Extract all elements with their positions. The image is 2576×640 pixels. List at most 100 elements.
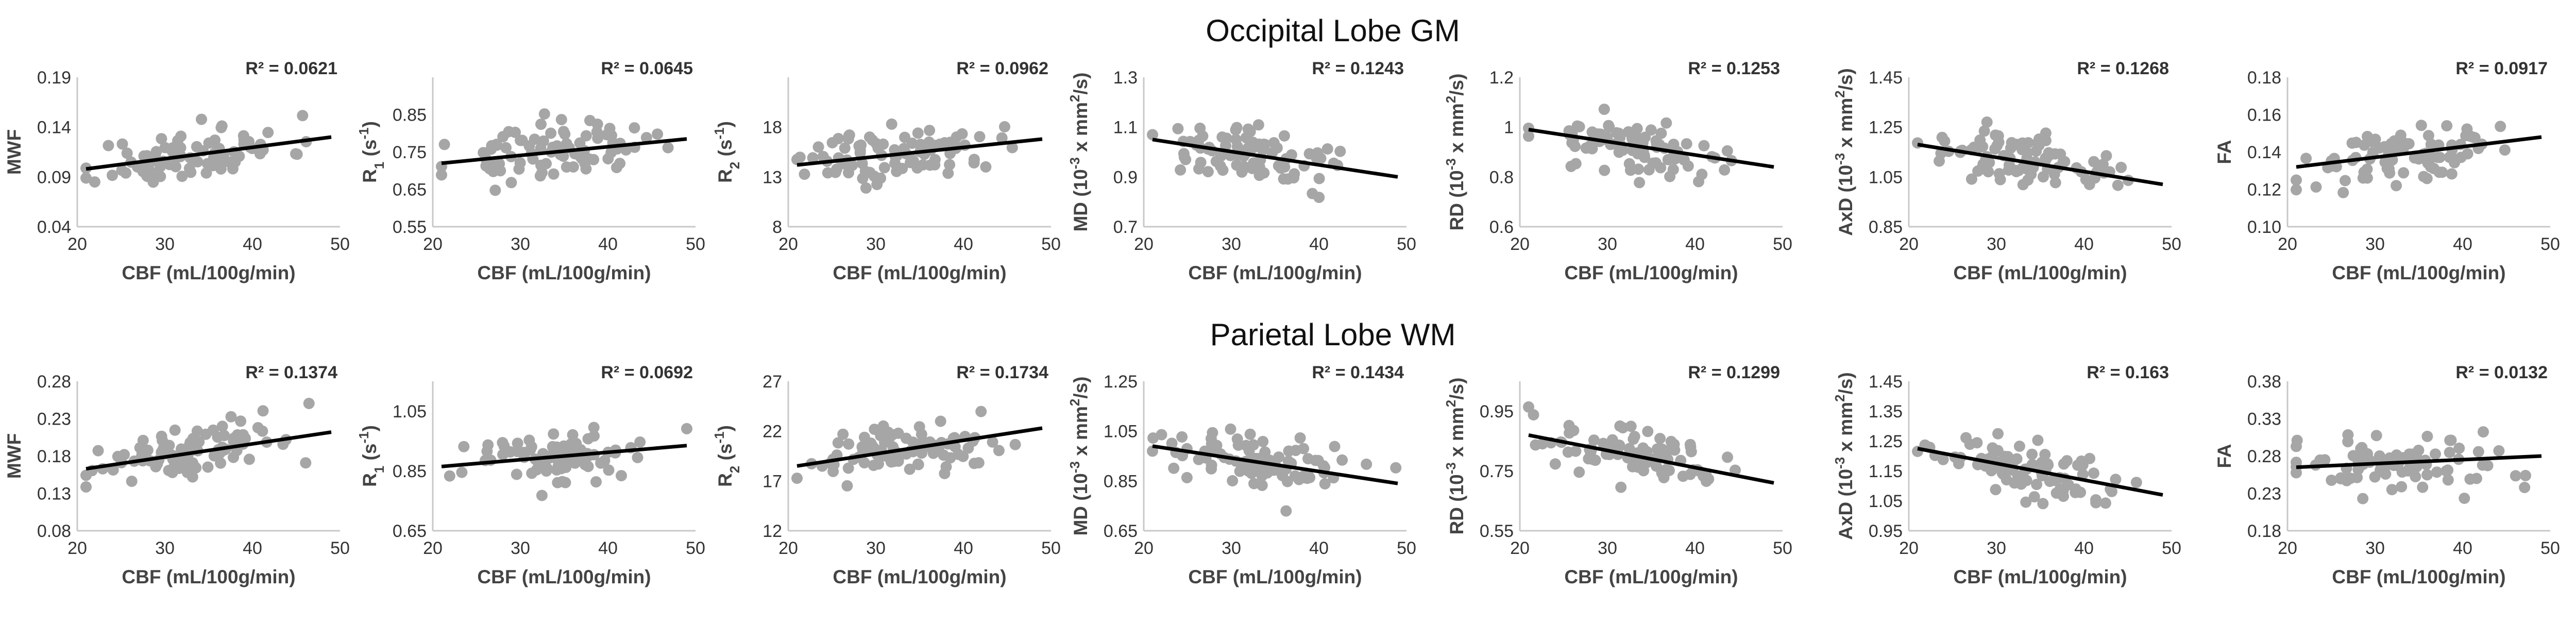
- scatter-chart-5: 20 30 40 50 0.85 1.05 1.25 1.45 CBF (mL/100g/min…: [1832, 59, 2181, 283]
- scatter-point: [535, 119, 547, 130]
- y-tick-label: 1: [1504, 118, 1514, 138]
- scatter-point: [137, 434, 149, 446]
- y-tick-label: 1.05: [1869, 167, 1903, 187]
- scatter-point: [2495, 121, 2506, 132]
- scatter-point: [1225, 423, 1236, 435]
- scatter-point: [2005, 142, 2016, 154]
- data-points: [80, 110, 312, 188]
- scatter-point: [2050, 487, 2062, 499]
- scatter-point: [1965, 173, 1977, 185]
- scatter-point: [640, 132, 652, 144]
- scatter-point: [2520, 469, 2531, 481]
- scatter-point: [1978, 125, 1990, 137]
- x-tick-label: 40: [2453, 234, 2472, 254]
- y-tick-label: 0.19: [37, 68, 71, 88]
- x-tick-label: 30: [1987, 538, 2006, 558]
- scatter-point: [2398, 167, 2410, 179]
- scatter-point: [1603, 120, 1615, 131]
- scatter-point: [927, 447, 939, 459]
- y-tick-label: 1.1: [1113, 118, 1138, 138]
- scatter-point: [1231, 122, 1243, 133]
- scatter-point: [1256, 470, 1268, 482]
- scatter-point: [588, 430, 600, 442]
- scatter-point: [842, 462, 854, 474]
- scatter-point: [1248, 461, 1260, 473]
- scatter-point: [1629, 431, 1640, 443]
- scatter-point: [604, 123, 616, 134]
- scatter-point: [1298, 443, 1310, 454]
- scatter-point: [929, 154, 941, 165]
- scatter-point: [1193, 134, 1205, 146]
- scatter-point: [166, 466, 178, 478]
- scatter-point: [1631, 123, 1643, 134]
- x-tick-label: 30: [511, 234, 530, 254]
- x-tick-label: 30: [866, 538, 886, 558]
- y-tick-label: 1.2: [1489, 68, 1514, 88]
- y-tick-label: 0.14: [2247, 143, 2281, 162]
- y-tick-label: 0.14: [37, 118, 71, 138]
- scatter-point: [2471, 473, 2482, 484]
- scatter-point: [1684, 468, 1696, 480]
- y-tick-label: 0.95: [1869, 521, 1903, 541]
- scatter-point: [436, 169, 447, 181]
- scatter-point: [1611, 127, 1622, 139]
- scatter-point: [482, 439, 494, 451]
- scatter-point: [856, 441, 868, 453]
- x-tick-label: 50: [1397, 234, 1416, 254]
- scatter-point: [511, 468, 522, 480]
- scatter-point: [1719, 164, 1731, 176]
- scatter-point: [2386, 484, 2398, 496]
- r-squared-label: R² = 0.0132: [2455, 363, 2548, 382]
- scatter-point: [791, 473, 803, 484]
- scatter-point: [2352, 464, 2364, 475]
- y-axis-label: MD (10-3 x mm2/s): [1067, 72, 1091, 231]
- trend-line: [2296, 135, 2542, 169]
- scatter-point: [2342, 436, 2354, 448]
- scatter-point: [156, 446, 167, 458]
- x-tick-label: 40: [598, 538, 618, 558]
- scatter-point: [2385, 138, 2397, 149]
- scatter-point: [944, 452, 956, 464]
- scatter-point: [107, 170, 118, 181]
- data-points: [1147, 119, 1346, 203]
- scatter-point: [209, 135, 220, 147]
- scatter-point: [2472, 446, 2484, 458]
- scatter-chart-9: 20 30 40 50 12 17 22 27 CBF (mL/100g/min) R2 (s-1…: [711, 363, 1061, 587]
- scatter-point: [103, 140, 114, 151]
- scatter-point: [1659, 449, 1671, 461]
- scatter-point: [2357, 493, 2369, 504]
- scatter-point: [1693, 176, 1704, 188]
- scatter-point: [935, 415, 946, 427]
- x-tick-label: 50: [1041, 538, 1061, 558]
- scatter-point: [200, 167, 212, 179]
- scatter-point: [871, 179, 883, 190]
- scatter-point: [603, 464, 615, 476]
- scatter-point: [2355, 443, 2367, 454]
- scatter-point: [616, 470, 627, 482]
- scatter-point: [1667, 164, 1679, 175]
- scatter-point: [1336, 454, 1348, 466]
- scatter-point: [497, 449, 509, 460]
- scatter-point: [1236, 166, 1248, 178]
- scatter-point: [2088, 156, 2100, 167]
- x-tick-label: 20: [423, 538, 443, 558]
- data-points: [80, 397, 315, 493]
- scatter-point: [2391, 180, 2402, 192]
- scatter-point: [1147, 129, 1158, 141]
- y-tick-label: 0.09: [37, 167, 71, 187]
- scatter-chart-1: 20 30 40 50 0.55 0.65 0.75 0.85 CBF (mL/100g/min…: [356, 59, 705, 283]
- y-tick-label: 1.35: [1869, 402, 1903, 422]
- x-axis-label: CBF (mL/100g/min): [1564, 262, 1738, 283]
- scatter-point: [185, 166, 197, 178]
- scatter-point: [833, 132, 844, 144]
- r-squared-label: R² = 0.0621: [245, 59, 337, 78]
- r-squared-label: R² = 0.163: [2087, 363, 2169, 382]
- scatter-point: [1588, 434, 1600, 446]
- scatter-point: [841, 480, 853, 492]
- scatter-point: [458, 441, 470, 452]
- r-squared-label: R² = 0.1243: [1312, 59, 1404, 78]
- scatter-point: [1624, 164, 1636, 176]
- trend-line: [1917, 447, 2163, 497]
- trend-line: [796, 426, 1043, 468]
- x-tick-label: 40: [954, 234, 973, 254]
